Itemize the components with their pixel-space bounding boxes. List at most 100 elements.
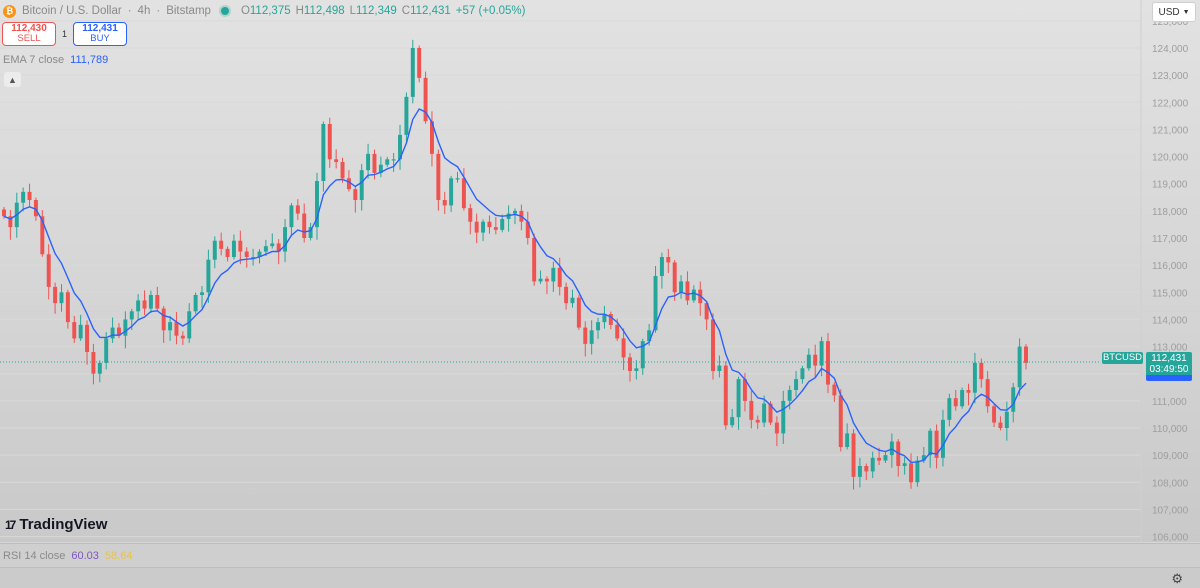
candle-body [819,341,824,366]
candle-body [1017,346,1022,388]
candle-body [212,240,217,260]
ema-price-tag [1146,375,1192,381]
candle-body [966,390,971,393]
candle-body [940,419,945,458]
candle-body [129,311,134,320]
candle-body [8,216,13,228]
symbol-title[interactable]: Bitcoin / U.S. Dollar [22,5,122,17]
candle-body [602,314,607,323]
candle-body [442,200,447,206]
candle-body [295,205,300,214]
candle-body [78,324,83,339]
interval-label[interactable]: 4h [137,5,151,17]
candle-body [487,221,492,228]
collapse-legend-button[interactable]: ▲ [4,72,21,87]
candle-body [513,210,517,214]
exchange-label: Bitstamp [166,5,211,17]
candle-body [136,300,141,312]
y-tick-label: 122,000 [1152,98,1189,109]
candle-body [308,227,313,238]
candle-body [947,398,952,420]
symbol-price-tag: BTCUSD [1102,352,1143,364]
candle-body [353,189,358,200]
candle-body [928,430,933,456]
sell-price: 112,430 [11,23,47,34]
candle-body [219,240,224,249]
candle-body [493,227,498,230]
bitcoin-icon: ₿ [3,4,16,18]
close-value: 112,431 [410,5,451,17]
symbol-header: ₿ Bitcoin / U.S. Dollar · 4h · Bitstamp … [3,3,525,19]
rsi-pane[interactable]: RSI 14 close 60.03 58.64 [0,543,1200,567]
candle-body [570,297,575,304]
y-tick-label: 119,000 [1152,180,1188,191]
candle-body [532,238,537,282]
candle-body [391,159,396,161]
rsi-legend[interactable]: RSI 14 close 60.03 58.64 [3,550,132,562]
sell-label: SELL [17,33,41,44]
y-tick-label: 108,000 [1152,478,1189,489]
candle-body [864,466,869,472]
candle-body [736,379,741,418]
sell-button[interactable]: 112,430 SELL [2,22,56,46]
candle-body [429,121,434,154]
candle-body [346,178,351,190]
candle-body [972,362,977,393]
candle-body [704,303,709,320]
candle-body [826,341,830,385]
candle-body [206,259,211,293]
candle-body [251,257,256,259]
candle-body [372,153,377,173]
candle-body [768,403,773,423]
candle-body [845,433,850,447]
candle-body [110,327,115,339]
candle-body [615,324,620,339]
candle-body [461,178,466,209]
candle-body [857,466,862,477]
candle-body [455,178,460,180]
candle-body [666,257,671,263]
candle-body [564,286,569,304]
tradingview-logo[interactable]: 17 TradingView [5,516,107,533]
y-tick-label: 124,000 [1152,44,1189,55]
last-price-tag: 112,431 03:49:50 [1146,352,1192,376]
candle-body [378,164,383,173]
time-axis[interactable]: ⚙ [0,567,1200,588]
candle-body [538,278,543,282]
candle-body [653,276,658,331]
y-tick-label: 113,000 [1152,343,1188,354]
candle-body [544,278,549,282]
candle-body [40,216,45,255]
candle-body [832,384,837,396]
currency-selector[interactable]: USD ▼ [1152,2,1196,22]
currency-value: USD [1158,6,1180,18]
last-price-value: 112,431 [1151,353,1187,364]
y-tick-label: 118,000 [1152,207,1188,218]
ema-legend[interactable]: EMA 7 close 111,789 [3,54,108,66]
y-tick-label: 125,000 [1152,17,1189,28]
candle-body [59,292,64,304]
candle-body [672,262,677,293]
candle-body [33,200,38,217]
candle-body [161,308,166,331]
tradingview-mark-icon: 17 [5,517,16,532]
candle-body [794,379,799,390]
candle-body [755,419,760,423]
gear-icon[interactable]: ⚙ [1171,571,1183,586]
candle-body [193,295,198,312]
low-label: L [349,5,357,17]
candle-body [851,433,856,477]
candle-body [500,219,505,230]
y-tick-label: 106,000 [1152,533,1189,542]
high-label: H [295,5,304,17]
buy-label: BUY [90,33,110,44]
candle-body [985,379,990,407]
candle-body [723,365,728,426]
candle-body [2,209,6,217]
candle-body [187,311,192,339]
candle-body [679,281,684,293]
buy-button[interactable]: 112,431 BUY [73,22,128,46]
candle-body [449,178,454,206]
chart-area[interactable]: 125,000 124,000 123,000 122,000 121,000 120,0… [0,0,1200,542]
price-chart[interactable]: 125,000 124,000 123,000 122,000 121,000 120,0… [0,0,1200,542]
